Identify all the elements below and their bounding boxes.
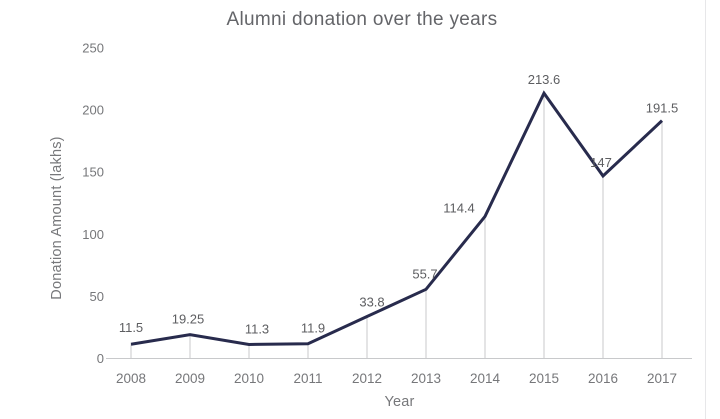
data-label: 19.25 (172, 312, 205, 327)
x-tick-label: 2015 (529, 371, 559, 386)
data-label: 11.3 (245, 321, 269, 336)
x-tick-label: 2016 (588, 371, 618, 386)
data-label: 33.8 (359, 295, 384, 310)
y-tick-label: 250 (82, 41, 104, 56)
data-label: 11.9 (301, 321, 325, 336)
slide-right-border (705, 0, 706, 419)
data-label: 213.6 (528, 72, 561, 87)
data-label: 191.5 (646, 101, 679, 116)
x-tick-label: 2013 (411, 371, 441, 386)
data-label: 55.7 (412, 266, 437, 281)
data-label: 147 (590, 155, 612, 170)
x-tick-label: 2014 (470, 371, 501, 386)
data-label: 114.4 (443, 200, 475, 215)
x-tick-label: 2008 (116, 371, 146, 386)
x-tick-label: 2009 (175, 371, 205, 386)
y-tick-label: 50 (90, 289, 104, 304)
x-tick-label: 2012 (352, 371, 382, 386)
x-axis-title: Year (384, 394, 415, 410)
y-tick-label: 200 (82, 103, 104, 118)
x-tick-label: 2011 (293, 371, 322, 386)
y-tick-label: 0 (97, 351, 104, 366)
x-tick-label: 2017 (647, 371, 677, 386)
data-label: 11.5 (119, 320, 143, 335)
chart-title: Alumni donation over the years (226, 9, 498, 30)
series-line (130, 90, 664, 346)
x-tick-label: 2010 (234, 371, 264, 386)
y-tick-label: 100 (82, 227, 104, 242)
y-tick-label: 150 (82, 165, 104, 180)
